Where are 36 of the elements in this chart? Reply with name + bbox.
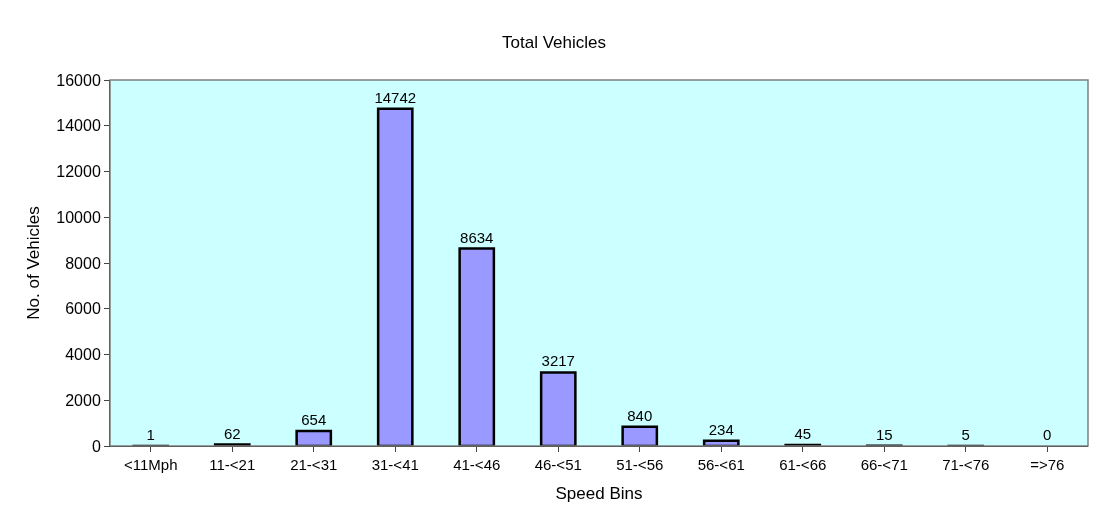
x-tick-label: 51-<56 (616, 456, 664, 473)
x-tick-label: 61-<66 (779, 456, 827, 473)
x-tick-label: 56-<61 (697, 456, 745, 473)
data-label: 8634 (460, 228, 494, 246)
y-tick-label: 12000 (56, 163, 101, 181)
x-tick-label: 66-<71 (860, 456, 908, 473)
y-tick-label: 4000 (65, 346, 101, 364)
y-axis-title: No. of Vehicles (23, 206, 43, 320)
x-tick-label: 11-<21 (209, 456, 256, 473)
data-label: 5 (961, 425, 970, 443)
x-axis-title: Speed Bins (555, 484, 643, 504)
data-label: 14742 (374, 88, 417, 106)
data-label: 15 (875, 425, 893, 443)
x-tick-label: <11Mph (123, 456, 178, 473)
data-label: 62 (223, 424, 241, 442)
y-tick-label: 2000 (65, 391, 101, 409)
x-tick-label: =>76 (1030, 456, 1065, 473)
x-tick-label: 41-<46 (453, 456, 501, 473)
y-tick-label: 14000 (56, 117, 101, 135)
data-label: 234 (708, 420, 734, 438)
x-tick-label: 71-<76 (942, 456, 990, 473)
data-label: 654 (301, 411, 327, 429)
chart-title: Total Vehicles (502, 33, 606, 53)
x-tick-label: 46-<51 (534, 456, 582, 473)
data-label: 1 (146, 425, 155, 443)
data-label: 840 (627, 406, 653, 424)
x-tick-label: 31-<41 (371, 456, 419, 473)
y-tick-label: 8000 (65, 254, 101, 272)
y-tick-label: 6000 (65, 300, 101, 318)
data-label: 3217 (541, 352, 575, 370)
y-tick-label: 10000 (56, 208, 101, 226)
y-tick-label: 0 (91, 437, 101, 455)
data-label: 45 (794, 424, 812, 442)
y-tick-label: 16000 (56, 71, 101, 89)
data-label: 0 (1043, 426, 1052, 443)
x-tick-label: 21-<31 (290, 456, 338, 473)
